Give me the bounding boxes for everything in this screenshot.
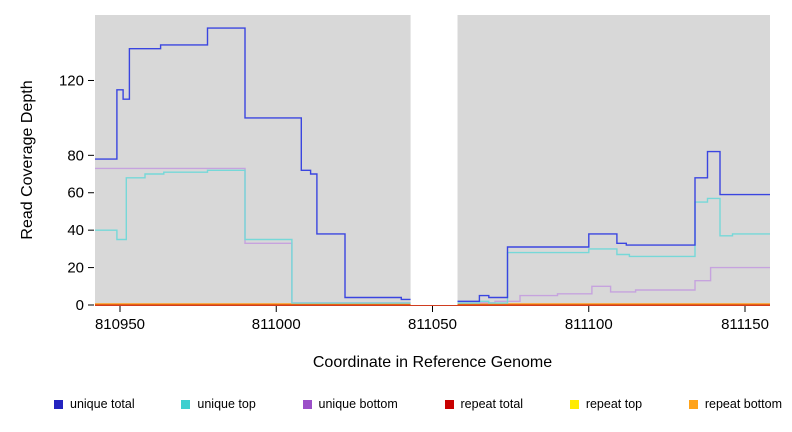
- legend-item-unique-top: unique top: [181, 397, 256, 411]
- legend-label: repeat bottom: [704, 397, 782, 411]
- y-tick-label: 20: [67, 260, 84, 277]
- y-tick-label: 120: [59, 72, 84, 89]
- legend-label: unique top: [197, 397, 256, 411]
- legend-label: unique total: [70, 397, 135, 411]
- legend-label: repeat top: [585, 397, 643, 411]
- x-tick-label: 811100: [565, 316, 613, 333]
- legend-label: repeat total: [460, 397, 524, 411]
- legend-label: unique bottom: [318, 397, 398, 411]
- legend-swatch-unique-total: [54, 399, 63, 409]
- gap-band: [410, 6, 458, 305]
- series-unique-total: [95, 27, 770, 302]
- legend-swatch-repeat-total: [444, 399, 454, 409]
- legend-item-unique-bottom: unique bottom: [302, 397, 398, 411]
- y-tick-label: 60: [67, 185, 84, 202]
- legend-item-repeat-total: repeat total: [444, 397, 524, 411]
- y-tick-label: 40: [67, 222, 84, 239]
- legend: unique total unique top unique bottom repea…: [0, 397, 792, 411]
- x-tick-label: 811050: [408, 316, 457, 333]
- legend-swatch-repeat-bottom: [688, 399, 698, 409]
- x-tick-label: 811000: [252, 316, 301, 333]
- y-tick-label: 80: [67, 147, 84, 164]
- series-unique-top: [95, 169, 770, 304]
- legend-item-repeat-top: repeat top: [569, 397, 643, 411]
- x-axis-title: Coordinate in Reference Genome: [312, 354, 553, 371]
- coverage-plot: 810950 811000 811050 811100 811150 0 20 40 60 80 1…: [58, 6, 770, 333]
- y-axis-title: Read Coverage Depth: [19, 80, 36, 240]
- legend-item-repeat-bottom: repeat bottom: [688, 397, 782, 411]
- legend-swatch-repeat-top: [569, 399, 579, 409]
- legend-item-unique-total: unique total: [54, 397, 135, 411]
- y-tick-label: 0: [76, 297, 84, 314]
- x-tick-label: 811150: [721, 316, 769, 333]
- legend-swatch-unique-top: [181, 399, 191, 409]
- legend-swatch-unique-bottom: [302, 399, 312, 409]
- x-tick-label: 810950: [95, 316, 145, 333]
